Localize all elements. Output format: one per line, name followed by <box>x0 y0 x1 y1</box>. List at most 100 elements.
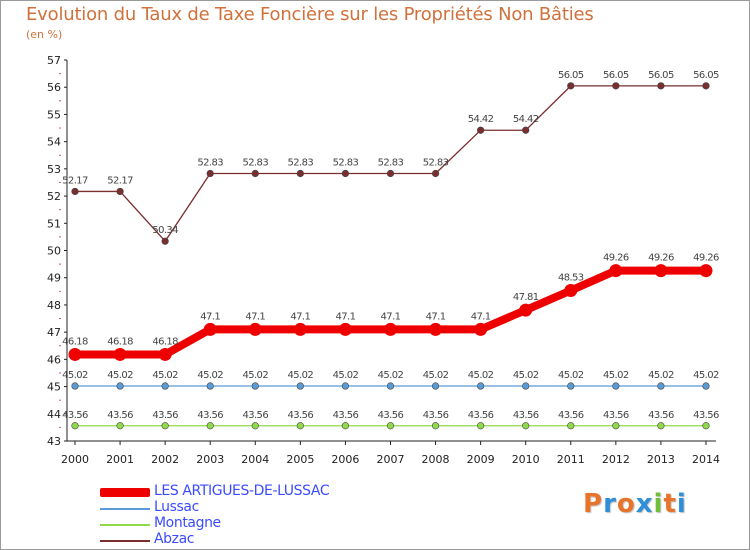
logo-letter: o <box>616 489 636 519</box>
data-point-abzac <box>522 126 530 134</box>
y-tick-label: 56 <box>47 81 61 94</box>
legend-item-abzac: Abzac <box>100 531 420 548</box>
y-tick-label: 43 <box>47 435 61 448</box>
data-point-montagne <box>251 422 259 430</box>
y-tick-label: 51 <box>47 217 61 230</box>
x-tick-label: 2005 <box>286 453 314 466</box>
data-point-abzac <box>702 82 710 90</box>
logo-letter: i <box>653 489 664 519</box>
data-label-lussac: 45.02 <box>648 370 674 381</box>
chart-legend: LES ARTIGUES-DE-LUSSAC Lussac Montagne Abza… <box>100 483 420 548</box>
y-tick-label: 48 <box>47 299 61 312</box>
data-point-lussac <box>657 382 665 390</box>
data-point-montagne <box>341 422 350 430</box>
x-tick-label: 2011 <box>557 453 585 466</box>
data-label-les-artigues-de-lussac: 48.53 <box>558 273 584 284</box>
data-label-montagne: 43.56 <box>152 410 178 421</box>
data-point-abzac <box>116 187 124 196</box>
logo-letter: i <box>676 489 687 519</box>
data-point-les-artigues-de-lussac <box>113 347 127 361</box>
logo-letter: r <box>603 489 617 519</box>
proxiti-logo: Proxiti <box>583 489 687 519</box>
x-tick-label: 2012 <box>602 453 630 466</box>
x-tick-label: 2008 <box>422 453 450 466</box>
data-label-montagne: 43.56 <box>558 410 584 421</box>
data-point-les-artigues-de-lussac <box>338 322 352 336</box>
data-point-les-artigues-de-lussac <box>474 322 488 336</box>
legend-label: LES ARTIGUES-DE-LUSSAC <box>154 483 330 499</box>
data-label-les-artigues-de-lussac: 47.1 <box>381 311 401 322</box>
data-label-les-artigues-de-lussac: 46.18 <box>152 336 178 347</box>
data-point-lussac <box>161 382 169 390</box>
data-point-les-artigues-de-lussac <box>203 322 217 336</box>
data-label-lussac: 45.02 <box>62 370 88 381</box>
data-label-montagne: 43.56 <box>378 410 404 421</box>
y-tick-label: 52 <box>47 190 61 203</box>
data-label-les-artigues-de-lussac: 49.26 <box>648 253 674 264</box>
data-point-abzac <box>71 187 79 196</box>
data-point-lussac <box>206 382 214 390</box>
data-label-montagne: 43.56 <box>693 410 719 421</box>
data-point-lussac <box>386 382 395 390</box>
y-tick-label: 50 <box>47 245 61 258</box>
data-label-abzac: 52.83 <box>242 157 268 168</box>
data-label-lussac: 45.02 <box>558 370 584 381</box>
data-point-les-artigues-de-lussac <box>519 303 533 317</box>
data-label-lussac: 45.02 <box>152 370 178 381</box>
data-point-abzac <box>431 169 440 178</box>
data-label-lussac: 45.02 <box>288 370 314 381</box>
data-label-lussac: 45.02 <box>423 370 449 381</box>
data-label-abzac: 56.05 <box>693 70 719 81</box>
y-tick-label: 49 <box>47 272 61 285</box>
data-point-lussac <box>71 382 79 390</box>
logo-letter: x <box>635 489 654 519</box>
data-point-abzac <box>612 82 620 90</box>
data-point-montagne <box>296 422 304 430</box>
data-label-les-artigues-de-lussac: 47.1 <box>200 311 220 322</box>
data-label-montagne: 43.56 <box>423 410 449 421</box>
data-label-lussac: 45.02 <box>197 370 223 381</box>
x-tick-label: 2002 <box>151 453 179 466</box>
data-label-les-artigues-de-lussac: 47.1 <box>290 311 310 322</box>
data-label-les-artigues-de-lussac: 47.1 <box>426 311 446 322</box>
chart-title: Evolution du Taux de Taxe Foncière sur l… <box>26 4 594 25</box>
y-tick-label: 55 <box>47 108 61 121</box>
x-tick-label: 2004 <box>241 453 269 466</box>
data-label-abzac: 56.05 <box>558 70 584 81</box>
data-label-abzac: 54.42 <box>513 114 539 125</box>
data-label-montagne: 43.56 <box>468 410 494 421</box>
data-label-les-artigues-de-lussac: 49.26 <box>693 253 719 264</box>
data-point-abzac <box>251 169 259 178</box>
legend-swatch <box>100 540 150 542</box>
x-tick-label: 2013 <box>647 453 675 466</box>
data-label-abzac: 52.83 <box>333 157 359 168</box>
data-point-lussac <box>612 382 620 390</box>
data-label-abzac: 56.05 <box>603 70 629 81</box>
data-point-montagne <box>612 422 620 430</box>
x-tick-label: 2001 <box>106 453 134 466</box>
data-point-abzac <box>386 169 395 178</box>
data-label-montagne: 43.56 <box>197 410 223 421</box>
data-label-abzac: 52.17 <box>107 175 133 186</box>
y-tick-label: 45 <box>47 381 61 394</box>
data-point-abzac <box>296 169 304 178</box>
data-point-lussac <box>116 382 124 390</box>
y-tick-label: 47 <box>47 326 61 339</box>
data-point-les-artigues-de-lussac <box>158 347 172 361</box>
data-label-lussac: 45.02 <box>513 370 539 381</box>
data-label-montagne: 43.56 <box>648 410 674 421</box>
data-label-abzac: 52.83 <box>378 157 404 168</box>
data-point-montagne <box>522 422 530 430</box>
data-label-abzac: 52.17 <box>62 175 88 186</box>
legend-item-les-artigues-de-lussac: LES ARTIGUES-DE-LUSSAC <box>100 483 420 500</box>
data-point-lussac <box>296 382 304 390</box>
data-point-abzac <box>567 82 575 90</box>
data-label-montagne: 43.56 <box>288 410 314 421</box>
data-label-lussac: 45.02 <box>107 370 133 381</box>
data-point-lussac <box>702 382 710 390</box>
data-point-les-artigues-de-lussac <box>429 322 443 336</box>
y-tick-label: 57 <box>47 54 61 67</box>
data-point-montagne <box>386 422 395 430</box>
data-point-lussac <box>341 382 350 390</box>
